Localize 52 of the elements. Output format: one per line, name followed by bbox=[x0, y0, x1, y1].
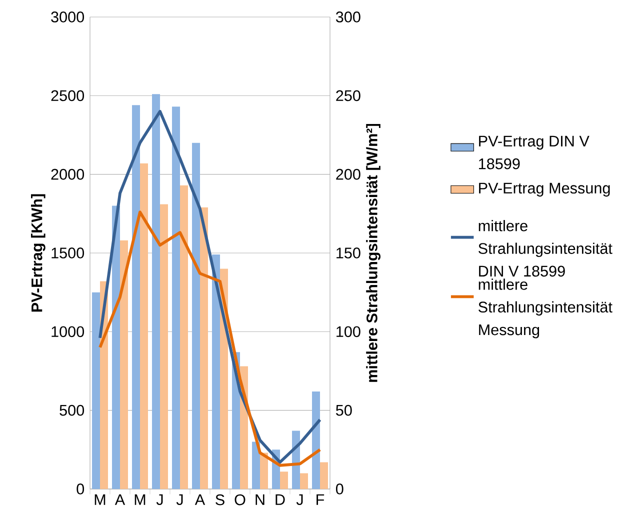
bar bbox=[252, 442, 260, 489]
x-tick-label: O bbox=[234, 494, 246, 506]
x-tick-label: S bbox=[216, 494, 224, 506]
x-tick-label: J bbox=[176, 494, 183, 506]
x-tick-label: J bbox=[296, 494, 303, 506]
y2-tick-label: 100 bbox=[336, 326, 360, 338]
legend-label: PV-Ertrag DIN V 18599 bbox=[479, 136, 590, 170]
y-tick-label: 1500 bbox=[52, 248, 84, 258]
bar bbox=[312, 391, 320, 489]
y-tick-label: 0 bbox=[76, 484, 84, 494]
bar bbox=[120, 240, 128, 489]
x-tick-label: A bbox=[114, 494, 126, 505]
legend-label: mittlere Strahlungsintensität Messung bbox=[478, 278, 612, 338]
y-tick-label: 500 bbox=[60, 404, 84, 416]
y-tick-label: 2500 bbox=[51, 90, 84, 102]
bar bbox=[152, 94, 160, 489]
bar bbox=[92, 292, 100, 489]
x-tick-label: A bbox=[194, 494, 206, 505]
line-series bbox=[98, 110, 322, 464]
y-tick-label: 1000 bbox=[52, 326, 84, 338]
bar bbox=[260, 452, 268, 489]
bar bbox=[172, 106, 180, 489]
y-tick-label: 2000 bbox=[51, 168, 84, 180]
bar bbox=[112, 206, 120, 489]
x-tick-label: J bbox=[156, 494, 163, 506]
line-series bbox=[98, 210, 322, 467]
bar bbox=[200, 207, 208, 489]
x-tick-label: M bbox=[94, 494, 106, 505]
bar bbox=[280, 472, 288, 489]
bar bbox=[300, 473, 308, 489]
bar bbox=[320, 462, 328, 489]
bar bbox=[132, 105, 140, 489]
y2-tick-label: 50 bbox=[336, 404, 352, 416]
y2-tick-label: 0 bbox=[336, 484, 344, 494]
x-tick-label: M bbox=[134, 494, 146, 505]
x-tick-label: D bbox=[276, 494, 285, 505]
bar bbox=[192, 142, 200, 489]
x-tick-label: F bbox=[316, 494, 324, 505]
y2-tick-label: 150 bbox=[336, 248, 360, 258]
y-tick-label: 3000 bbox=[51, 12, 84, 22]
y2-tick-label: 300 bbox=[336, 12, 360, 22]
y2-axis-title: mittlere Strahlungsintensität [W/m²] bbox=[366, 124, 380, 382]
y2-tick-label: 200 bbox=[336, 168, 360, 180]
bar bbox=[212, 254, 220, 489]
y-axis-title: PV-Ertrag [KWh] bbox=[31, 194, 46, 312]
bar bbox=[180, 185, 188, 489]
bar bbox=[140, 163, 148, 489]
legend-label: PV-Ertrag Messung bbox=[479, 182, 610, 197]
x-tick-label: N bbox=[256, 494, 264, 505]
y2-tick-label: 250 bbox=[336, 90, 360, 102]
bar bbox=[160, 204, 168, 489]
legend-label: mittlere Strahlungsintensität DIN V 18599 bbox=[478, 220, 612, 277]
